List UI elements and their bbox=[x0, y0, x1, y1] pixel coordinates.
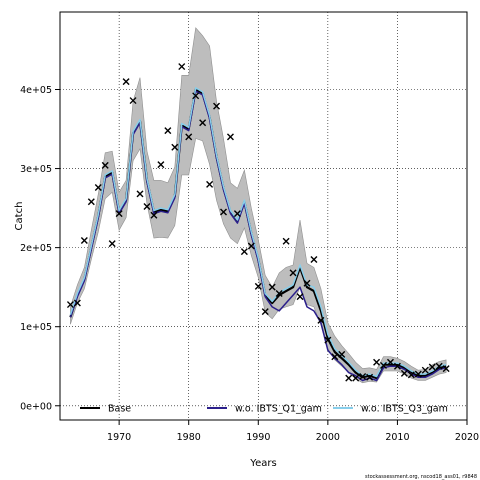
legend-label: w.o. IBTS_Q3_gam bbox=[361, 404, 448, 415]
observation-point bbox=[73, 299, 81, 307]
x-tick-label: 2000 bbox=[316, 432, 340, 443]
observation-point bbox=[108, 240, 116, 248]
confidence-band bbox=[70, 27, 447, 384]
observation-point bbox=[66, 301, 74, 309]
observation-point bbox=[435, 362, 443, 370]
legend: Base w.o. IBTS_Q1_gam w.o. IBTS_Q3_gam bbox=[80, 404, 448, 415]
observation-point bbox=[428, 363, 436, 371]
observation-point bbox=[94, 184, 102, 192]
y-tick-label: 0e+00 bbox=[20, 401, 52, 412]
observation-point bbox=[178, 63, 186, 71]
y-axis-label: Catch bbox=[14, 202, 25, 231]
y-tick-label: 4e+05 bbox=[20, 85, 52, 96]
observation-point bbox=[331, 353, 339, 361]
observation-point bbox=[352, 374, 360, 382]
observation-point bbox=[220, 208, 227, 216]
observation-point bbox=[386, 358, 394, 366]
observation-point bbox=[129, 97, 137, 105]
x-tick-label: 2010 bbox=[385, 432, 409, 443]
observation-point bbox=[199, 119, 207, 127]
observation-point bbox=[373, 358, 381, 366]
observation-point bbox=[171, 143, 179, 151]
legend-label: w.o. IBTS_Q1_gam bbox=[235, 404, 322, 415]
series-line-w-o-ibts-q1-gam bbox=[69, 90, 447, 382]
observation-point bbox=[380, 361, 388, 369]
observation-point bbox=[393, 362, 401, 370]
observation-point bbox=[115, 210, 123, 218]
observation-point bbox=[275, 289, 283, 297]
observation-point bbox=[101, 161, 109, 169]
y-tick-label: 2e+05 bbox=[20, 243, 52, 254]
legend-label: Base bbox=[108, 404, 131, 415]
confidence-band-area bbox=[70, 27, 447, 384]
footnote: stockassessment.org, nscod18_ass01, r984… bbox=[365, 474, 477, 480]
observation-point bbox=[317, 316, 325, 324]
x-tick-label: 1970 bbox=[107, 432, 131, 443]
x-axis-ticks: 1970 1980 1990 2000 2010 2020 bbox=[107, 420, 479, 443]
observation-point bbox=[359, 373, 367, 381]
plot-frame bbox=[59, 11, 468, 421]
observation-point bbox=[247, 242, 255, 250]
x-axis-label: Years bbox=[249, 458, 276, 469]
observation-point bbox=[268, 283, 276, 291]
observation-point bbox=[80, 237, 88, 245]
observation-point bbox=[226, 133, 234, 141]
observation-point bbox=[233, 210, 241, 218]
observation-point bbox=[185, 133, 193, 141]
x-tick-label: 1980 bbox=[177, 432, 201, 443]
observation-point bbox=[400, 369, 408, 377]
observation-point bbox=[296, 293, 304, 301]
observation-point bbox=[421, 366, 429, 374]
observation-point bbox=[338, 350, 346, 358]
observation-point bbox=[157, 161, 165, 169]
observation-point bbox=[143, 203, 151, 211]
observation-point bbox=[324, 336, 332, 344]
observation-point bbox=[261, 308, 269, 316]
observation-point bbox=[136, 190, 144, 198]
legend-item: Base bbox=[80, 404, 131, 415]
observation-point bbox=[442, 365, 450, 373]
observation-point bbox=[407, 371, 415, 379]
observation-point bbox=[282, 237, 290, 245]
y-tick-label: 3e+05 bbox=[20, 164, 52, 175]
observation-point bbox=[164, 127, 172, 135]
x-tick-label: 2020 bbox=[455, 432, 479, 443]
observation-point bbox=[345, 374, 353, 382]
y-axis-ticks: 0e+00 1e+05 2e+05 3e+05 4e+05 bbox=[20, 85, 60, 412]
observation-point bbox=[289, 269, 297, 277]
observation-point bbox=[192, 92, 200, 100]
observation-point bbox=[240, 248, 248, 256]
observation-point bbox=[213, 102, 221, 110]
observation-point bbox=[303, 279, 311, 287]
legend-item: w.o. IBTS_Q1_gam bbox=[207, 404, 322, 415]
observation-point bbox=[206, 180, 214, 188]
observation-point bbox=[150, 211, 158, 219]
series-line-w-o-ibts-q3-gam bbox=[69, 87, 447, 378]
x-tick-label: 1990 bbox=[246, 432, 270, 443]
legend-item: w.o. IBTS_Q3_gam bbox=[333, 404, 448, 415]
observation-markers bbox=[66, 63, 450, 382]
grid-lines bbox=[60, 12, 467, 420]
observation-point bbox=[414, 370, 422, 378]
observation-point bbox=[366, 373, 374, 381]
observation-point bbox=[87, 198, 95, 206]
observation-point bbox=[254, 282, 262, 290]
observation-point bbox=[122, 78, 130, 86]
y-tick-label: 1e+05 bbox=[20, 322, 52, 333]
observation-point bbox=[310, 255, 318, 263]
